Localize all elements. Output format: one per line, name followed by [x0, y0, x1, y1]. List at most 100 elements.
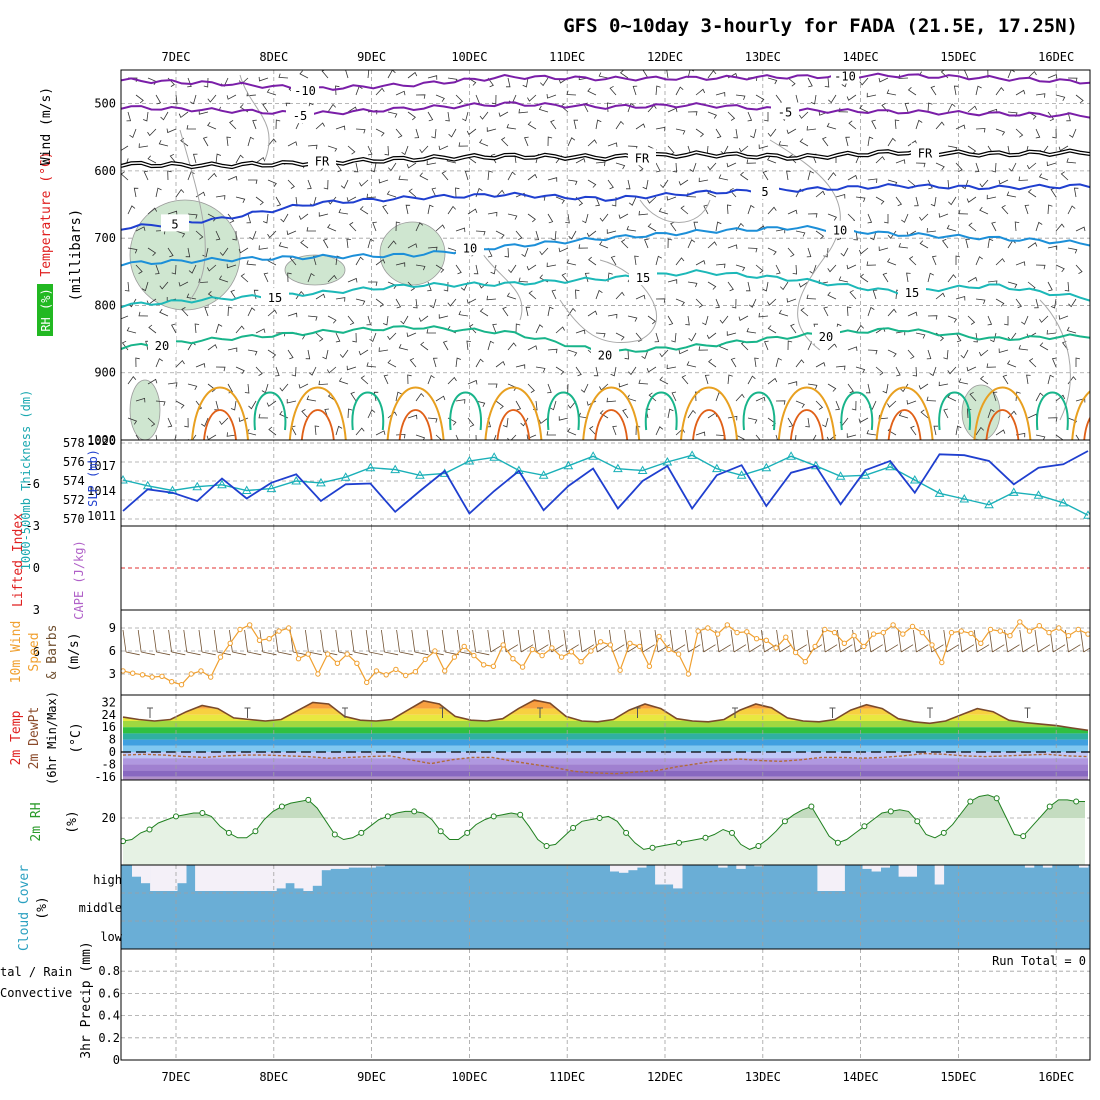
wind-barb [400, 315, 409, 325]
wind-barb [750, 128, 757, 139]
rh-point [570, 824, 577, 831]
cloud-high-bar [754, 865, 764, 867]
wind-barb [846, 94, 857, 101]
thickness-point [885, 461, 895, 471]
wind-barb [693, 221, 698, 232]
wind-barb [659, 376, 669, 385]
temp-minmax-bar [634, 707, 641, 718]
wind-barb [275, 119, 281, 130]
wind-barb [1027, 70, 1037, 79]
cloud-high-bar [862, 865, 872, 869]
wind-barb [906, 400, 917, 405]
wind-barb [475, 358, 484, 368]
cloud-high-bar [871, 865, 881, 872]
wind-barb [687, 111, 698, 116]
wind-barb [447, 298, 457, 307]
wind-barb [715, 298, 720, 309]
isotherm-label-bg [826, 220, 854, 238]
wind-barb [733, 128, 738, 139]
wind-barb [599, 213, 609, 222]
isotherm-label: 15 [268, 291, 282, 305]
wind-barb [431, 187, 437, 198]
wind-speed-point [939, 659, 945, 666]
wind-speed-point [968, 630, 974, 637]
wind-barb [227, 306, 233, 317]
wind-barb [398, 344, 409, 351]
rh-contour [769, 139, 841, 351]
wind-speed-point [636, 643, 643, 650]
wind-barb [938, 213, 949, 218]
wind-barb [688, 332, 697, 342]
temp-minmax-bar [537, 707, 543, 718]
rh-contour [1039, 299, 1071, 421]
wind-barb [435, 224, 445, 232]
wind-barb [1047, 74, 1058, 79]
wind-barb [846, 306, 852, 317]
precip-grid [121, 949, 1090, 1060]
rh-point [252, 828, 259, 835]
wind-barb [787, 381, 798, 386]
rh-point [173, 813, 179, 820]
isotherm-20-low [1036, 391, 1069, 431]
temp-tick: 32 [102, 695, 116, 709]
wind-barb [475, 230, 486, 236]
wind-barb [655, 255, 662, 266]
x-top-label: 16DEC [1038, 50, 1074, 64]
x-top-label: 13DEC [745, 50, 781, 64]
precip-tick: 0 [113, 1053, 120, 1067]
wind-barb [904, 102, 910, 113]
wind10m-label-3: & Barbs [45, 625, 60, 680]
wind-barb [998, 348, 1009, 354]
wind10m-barb [168, 629, 186, 656]
wind-barb [628, 366, 637, 376]
wind-barb [815, 400, 824, 410]
slp-tick: 1017 [87, 459, 116, 473]
rh-point [834, 839, 841, 846]
wind-barb [124, 281, 130, 292]
wind-barb [547, 213, 554, 224]
wind-barb [558, 247, 569, 253]
wind-barb [346, 196, 357, 202]
thickness-point [192, 481, 203, 491]
wind-barb [975, 298, 986, 305]
thickness-point [860, 470, 871, 479]
precip-label-total: tal / Rain [0, 965, 72, 979]
isotherm-label: 20 [155, 339, 169, 353]
wind-barb [314, 425, 320, 436]
wind-barb [135, 226, 146, 232]
wind-barb [275, 196, 282, 207]
wind-barb [1068, 298, 1077, 308]
wind-barb [666, 70, 669, 79]
wind-barb [739, 171, 749, 181]
wind-barb [1028, 358, 1037, 368]
isotherm-label: 5 [761, 185, 768, 199]
wind-barb [202, 247, 209, 258]
temp-label-2: 2m DewPt [27, 707, 42, 770]
wind-barb [340, 179, 349, 189]
wind-barb [943, 408, 949, 419]
wind-barb [226, 94, 237, 100]
wind-barb [827, 383, 837, 392]
wind-barb [551, 289, 557, 300]
wind-barb [780, 281, 789, 291]
isotherm-25 [484, 386, 543, 440]
wind-barb [240, 273, 249, 283]
cloud-grid [121, 865, 1090, 949]
wind-barb [438, 314, 449, 319]
wind-speed-point [646, 663, 653, 669]
wind-barb [432, 357, 438, 368]
isotherm-lines: -10 -10 -5 -5 FR FR FR 5 5 10 10 15 15 15 20 20 20 [121, 70, 1090, 363]
wind-barb [235, 154, 244, 164]
wind-barb [953, 85, 959, 96]
wind-speed-point [861, 643, 867, 650]
wind-barb [727, 244, 738, 249]
wind-barb [795, 434, 797, 440]
wind-barb [858, 247, 869, 255]
wind-barb [345, 70, 349, 79]
wind-barb [395, 391, 402, 402]
wind-barb [848, 120, 857, 130]
cloud-high-bar [141, 865, 151, 884]
wind-speed-point [432, 648, 438, 654]
wind-barb [148, 324, 157, 334]
wind-barb [520, 417, 529, 427]
